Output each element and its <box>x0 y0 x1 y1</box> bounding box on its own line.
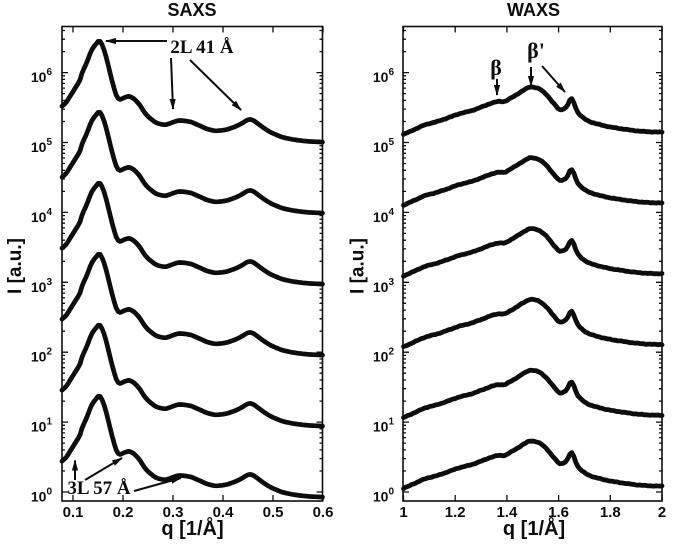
svg-text:q [1/Å]: q [1/Å] <box>503 516 565 540</box>
svg-text:2: 2 <box>658 504 666 521</box>
svg-text:q [1/Å]: q [1/Å] <box>161 516 223 540</box>
svg-text:1.8: 1.8 <box>600 504 621 521</box>
svg-text:0.4: 0.4 <box>213 504 235 521</box>
svg-text:β': β' <box>527 38 545 63</box>
svg-text:0.2: 0.2 <box>113 504 134 521</box>
svg-text:3L 57 Å: 3L 57 Å <box>67 478 131 499</box>
svg-text:1: 1 <box>399 504 407 521</box>
svg-text:WAXS: WAXS <box>507 0 560 20</box>
svg-text:SAXS: SAXS <box>167 0 216 20</box>
svg-text:I [a.u.]: I [a.u.] <box>348 238 369 294</box>
svg-text:1.6: 1.6 <box>548 504 569 521</box>
svg-text:0.6: 0.6 <box>313 504 334 521</box>
svg-text:1.4: 1.4 <box>496 504 518 521</box>
svg-text:1.2: 1.2 <box>445 504 466 521</box>
svg-text:β: β <box>490 55 502 80</box>
svg-text:I [a.u.]: I [a.u.] <box>5 238 26 294</box>
svg-text:2L 41 Å: 2L 41 Å <box>170 37 234 58</box>
svg-text:0.5: 0.5 <box>263 504 284 521</box>
svg-text:0.1: 0.1 <box>63 504 84 521</box>
svg-text:0.3: 0.3 <box>163 504 184 521</box>
